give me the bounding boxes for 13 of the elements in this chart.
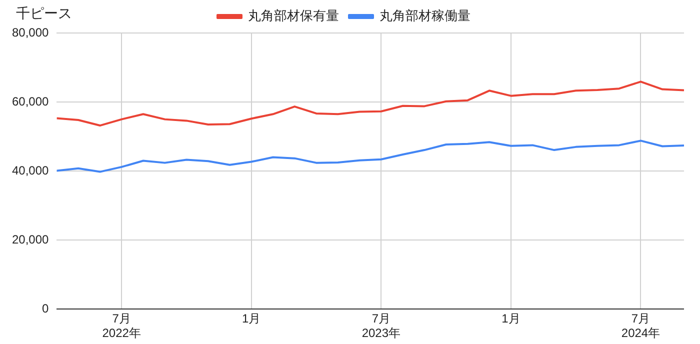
y-tick-label: 80,000 (12, 25, 50, 40)
y-tick-label: 60,000 (12, 94, 50, 108)
y-axis-title: 千ピース (16, 4, 72, 21)
legend-label: 丸角部材稼働量 (380, 8, 470, 24)
y-tick-label: 0 (42, 302, 50, 316)
x-tick-label: 7月 2022年 (102, 312, 141, 340)
y-tick-label: 40,000 (12, 163, 50, 178)
y-tick-label: 20,000 (12, 232, 50, 246)
x-tick-label: 7月 2023年 (362, 312, 401, 340)
x-tick-label: 7月 2024年 (621, 312, 660, 340)
x-tick-label: 1月 (502, 312, 520, 326)
legend-label: 丸角部材保有量 (248, 8, 339, 24)
x-tick-label: 1月 (242, 312, 261, 326)
